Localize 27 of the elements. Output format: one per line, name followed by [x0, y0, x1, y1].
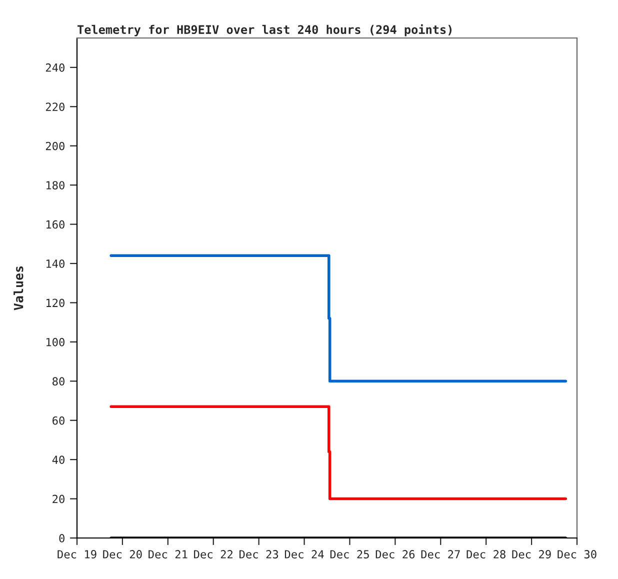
- y-axis-title: Values: [14, 266, 24, 310]
- y-tick-label: 40: [52, 456, 64, 464]
- y-tick-label: 220: [46, 102, 64, 112]
- y-tick-label: 120: [46, 298, 64, 308]
- y-tick-label: 60: [52, 416, 64, 425]
- y-tick-label: 200: [46, 142, 64, 150]
- x-tick-label: Dec 22: [194, 550, 232, 558]
- x-tick-label: Dec 23: [239, 550, 278, 558]
- x-tick-label: Dec 27: [421, 550, 460, 558]
- x-tick-label: Dec 21: [148, 550, 188, 558]
- y-tick-label: 180: [46, 181, 64, 190]
- chart-title: Telemetry for HB9EIV over last 240 hours (294 points): [78, 24, 452, 36]
- x-tick-label: Dec 19: [58, 550, 96, 558]
- x-tick-label: Dec 30: [558, 550, 596, 558]
- x-tick-label: Dec 24: [284, 550, 324, 558]
- x-tick-label: Dec 29: [512, 550, 551, 558]
- y-tick-label: 100: [46, 338, 64, 346]
- y-tick-label: 80: [52, 377, 64, 386]
- y-tick-label: 0: [59, 534, 64, 542]
- x-tick-label: Dec 25: [330, 550, 369, 558]
- y-tick-label: 20: [52, 494, 64, 504]
- y-tick-label: 160: [46, 220, 64, 229]
- y-tick-label: 240: [46, 63, 64, 72]
- x-tick-label: Dec 26: [376, 550, 415, 558]
- y-tick-label: 140: [46, 259, 64, 268]
- x-tick-label: Dec 28: [466, 550, 506, 558]
- x-tick-label: Dec 20: [103, 550, 142, 558]
